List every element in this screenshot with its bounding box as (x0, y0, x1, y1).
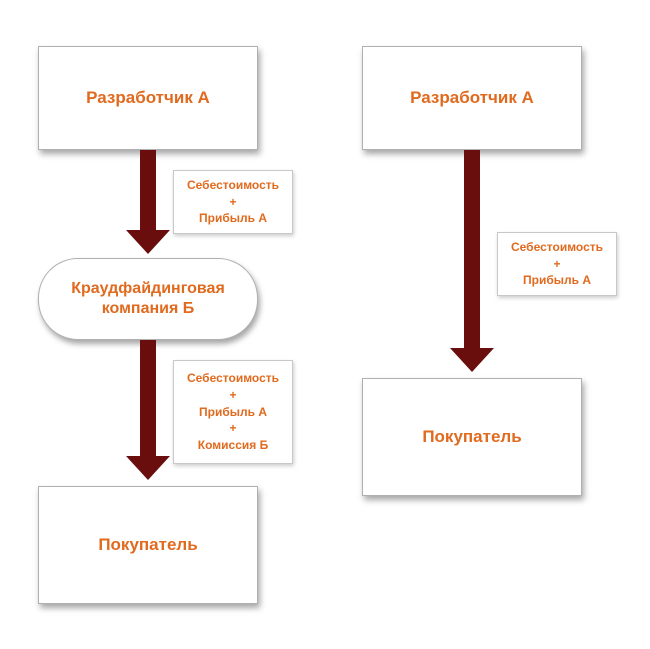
left-arrow-2 (126, 340, 170, 480)
left-edge-label-1: Себестоимость + Прибыль А (173, 170, 293, 234)
left-top-node: Разработчик А (38, 46, 258, 150)
left-edge-label-2: Себестоимость + Прибыль А + Комиссия Б (173, 360, 293, 464)
left-mid-node: Краудфайдинговая компания Б (38, 258, 258, 340)
right-arrow-1 (450, 150, 494, 372)
right-top-node-label: Разработчик А (410, 87, 534, 108)
left-bottom-node: Покупатель (38, 486, 258, 604)
right-bottom-node-label: Покупатель (422, 426, 521, 447)
left-edge-label-1-text: Себестоимость + Прибыль А (187, 177, 279, 227)
right-edge-label-1-text: Себестоимость + Прибыль А (511, 239, 603, 289)
diagram-canvas: Разработчик А Себестоимость + Прибыль А … (0, 0, 650, 649)
right-top-node: Разработчик А (362, 46, 582, 150)
right-edge-label-1: Себестоимость + Прибыль А (497, 232, 617, 296)
left-arrow-1 (126, 150, 170, 254)
left-top-node-label: Разработчик А (86, 87, 210, 108)
left-edge-label-2-text: Себестоимость + Прибыль А + Комиссия Б (187, 370, 279, 454)
right-bottom-node: Покупатель (362, 378, 582, 496)
left-bottom-node-label: Покупатель (98, 534, 197, 555)
left-mid-node-label: Краудфайдинговая компания Б (39, 279, 257, 319)
